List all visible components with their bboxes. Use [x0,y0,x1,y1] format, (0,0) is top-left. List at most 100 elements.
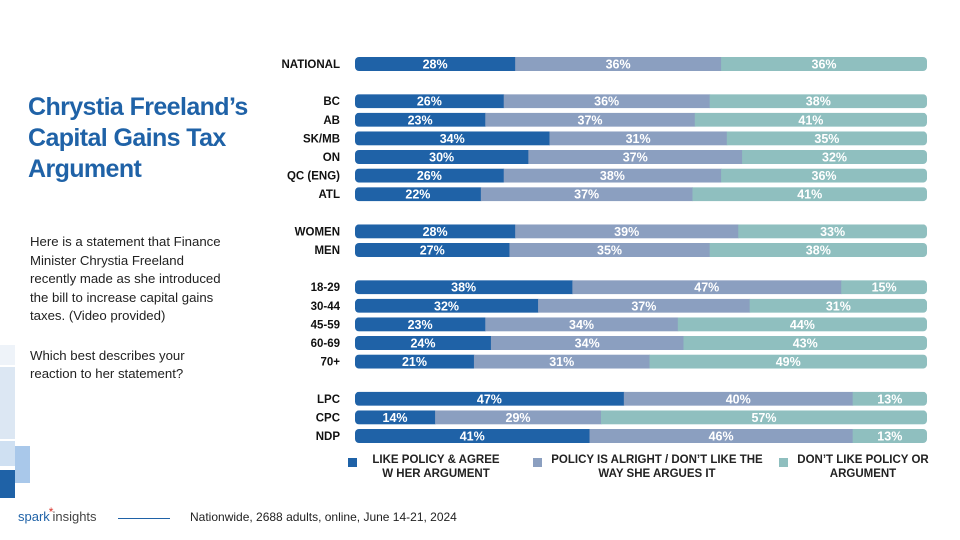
bar-segment-atl-2 [480,187,693,202]
data-label-women-3: 33% [820,225,845,239]
data-label-sk-mb-1: 34% [440,132,465,146]
row-label-45-59: 45-59 [311,319,340,331]
data-label-atl-2: 37% [574,188,599,202]
data-label-national-2: 36% [606,58,631,72]
bar-row-atl [355,187,927,202]
legend-item-2: POLICY IS ALRIGHT / DON’T LIKE THE WAY S… [533,453,763,481]
data-label-men-2: 35% [597,244,622,258]
bar-segment-lpc-1 [355,391,625,406]
bar-segment-sk-mb-3 [726,131,927,146]
bar-segment-cpc-3 [600,410,927,425]
legend-swatch-2 [533,458,542,467]
spark-insights-logo: spark*insights [18,505,97,524]
bar-segment-45-59-3 [677,317,927,332]
bar-segment-ndp-3 [852,429,927,443]
description-question: Which best describes your reaction to he… [30,347,185,382]
bar-segment-men-2 [509,243,711,257]
bar-segment-18-29-3 [841,280,927,295]
row-label-qc-eng: QC (ENG) [287,171,340,183]
legend-item-1: LIKE POLICY & AGREE W HER ARGUMENT [348,453,506,481]
data-label-18-29-3: 15% [872,281,897,295]
legend-label-2: POLICY IS ALRIGHT / DON’T LIKE THE WAY S… [551,454,763,480]
row-label-ab: AB [323,115,340,127]
row-label-60-69: 60-69 [311,338,340,350]
decor-block-2 [0,367,15,439]
bar-segment-women-1 [355,224,516,239]
data-label-lpc-3: 13% [877,392,902,406]
bar-segment-30-44-2 [538,298,751,313]
logo-star-icon: * [48,505,54,519]
row-label-sk-mb: SK/MB [303,133,340,145]
row-label-bc: BC [323,96,340,108]
row-label-national: NATIONAL [281,59,340,71]
data-label-30-44-3: 31% [826,299,851,313]
bar-segment-qc-eng-2 [503,168,722,183]
bar-segment-ab-3 [694,112,927,127]
data-label-women-2: 39% [614,225,639,239]
data-label-cpc-2: 29% [506,411,531,425]
data-label-ab-2: 37% [578,113,603,127]
bar-segment-70-2 [473,354,650,369]
data-label-atl-1: 22% [405,188,430,202]
row-label-men: MEN [314,245,340,257]
data-label-men-1: 27% [420,244,445,258]
bar-segment-45-59-1 [355,317,486,332]
bar-segment-national-3 [721,57,927,71]
data-label-ndp-2: 46% [709,430,734,444]
bar-row-women [355,224,927,239]
data-label-70-1: 21% [402,355,427,369]
data-label-qc-eng-2: 38% [600,169,625,183]
bar-segment-cpc-1 [355,410,436,425]
data-label-18-29-2: 47% [694,281,719,295]
data-label-women-1: 28% [423,225,448,239]
data-label-70-2: 31% [549,355,574,369]
data-label-men-3: 38% [806,244,831,258]
bar-segment-18-29-1 [355,280,573,295]
data-label-on-3: 32% [822,151,847,165]
data-label-atl-3: 41% [797,188,822,202]
bar-segment-qc-eng-1 [355,168,505,183]
bar-row-ab [355,112,927,127]
bar-segment-qc-eng-3 [721,168,927,183]
bar-segment-30-44-3 [749,298,927,313]
data-label-18-29-1: 38% [451,281,476,295]
bar-segment-atl-1 [355,187,482,202]
logo-word-spark: spark [18,509,50,524]
data-label-ndp-3: 13% [877,430,902,444]
data-label-qc-eng-3: 36% [812,169,837,183]
data-label-cpc-3: 57% [751,411,776,425]
bar-segment-18-29-2 [572,280,842,295]
decor-block-1 [0,345,15,365]
page-title: Chrystia Freeland’s Capital Gains Tax Ar… [28,93,248,183]
bar-row-60-69 [355,336,927,350]
data-label-60-69-3: 43% [793,337,818,351]
decor-block-4 [15,446,30,483]
bar-row-on [355,150,927,164]
bar-row-sk-mb [355,131,927,146]
logo-word-insights: insights [52,509,97,524]
data-label-cpc-1: 14% [383,411,408,425]
row-label-70: 70+ [320,357,340,369]
bar-segment-atl-3 [692,187,927,202]
bar-segment-on-3 [742,150,927,164]
row-label-30-44: 30-44 [311,301,341,313]
data-label-national-3: 36% [812,58,837,72]
data-label-bc-3: 38% [806,95,831,109]
row-label-lpc: LPC [317,394,340,406]
data-label-on-1: 30% [429,151,454,165]
bar-row-70 [355,354,927,369]
decor-block-3 [0,441,15,466]
legend-label-1: LIKE POLICY & AGREE W HER ARGUMENT [372,454,500,480]
data-label-lpc-1: 47% [477,392,502,406]
row-label-cpc: CPC [316,412,340,424]
bar-segment-60-69-3 [683,336,927,350]
bar-segment-bc-1 [355,94,505,109]
decor-block-5 [0,470,15,498]
bar-segment-ab-1 [355,112,486,127]
bar-segment-bc-3 [709,94,927,109]
legend-item-3: DON’T LIKE POLICY OR ARGUMENT [779,453,929,481]
footer-note: Nationwide, 2688 adults, online, June 14… [190,510,457,524]
data-label-ndp-1: 41% [460,430,485,444]
row-label-on: ON [323,152,340,164]
